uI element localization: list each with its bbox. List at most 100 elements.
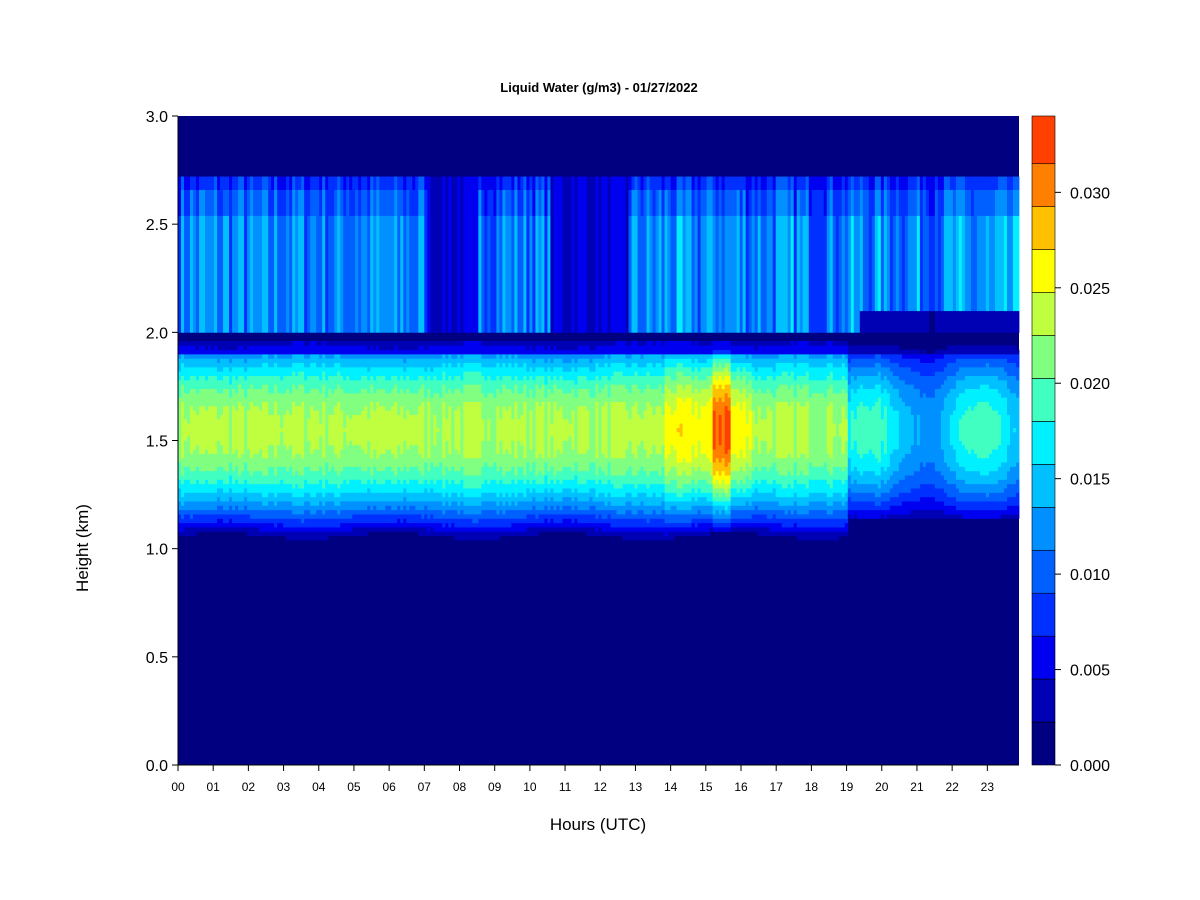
heatmap-cell <box>475 522 479 528</box>
heatmap-cell <box>808 479 813 493</box>
heatmap-cell <box>523 401 527 459</box>
heatmap-cell <box>748 488 753 498</box>
heatmap-cell <box>580 522 584 528</box>
heatmap-cell <box>583 522 587 528</box>
heatmap-cell <box>190 375 194 389</box>
heatmap-cell <box>724 392 729 407</box>
heatmap-cell <box>526 479 530 489</box>
heatmap-cell <box>883 366 888 376</box>
heatmap-cell <box>730 496 735 506</box>
heatmap-cell <box>286 388 290 411</box>
heatmap-cell <box>877 384 882 398</box>
heatmap-cell <box>223 375 227 389</box>
heatmap-cell <box>925 310 930 333</box>
heatmap-cell <box>292 340 296 355</box>
heatmap-cell <box>178 501 182 511</box>
heatmap-cell <box>790 215 795 333</box>
heatmap-cell <box>208 340 212 346</box>
heatmap-cell <box>970 353 975 359</box>
heatmap-cell <box>220 353 224 359</box>
heatmap-cell <box>295 518 299 528</box>
heatmap-cell <box>373 501 377 506</box>
heatmap-cell <box>859 189 864 216</box>
heatmap-cell <box>178 488 182 502</box>
heatmap-cell <box>238 366 242 376</box>
heatmap-cell <box>250 366 254 376</box>
heatmap-cell <box>715 388 720 402</box>
heatmap-cell <box>466 488 470 498</box>
heatmap-cell <box>670 358 674 368</box>
heatmap-cell <box>868 470 873 485</box>
heatmap-cell <box>634 527 638 532</box>
heatmap-cell <box>217 176 221 190</box>
heatmap-cell <box>793 176 798 216</box>
heatmap-cell <box>721 353 726 359</box>
heatmap-cell <box>514 483 518 498</box>
heatmap-cell <box>889 405 894 454</box>
heatmap-cell <box>211 470 215 485</box>
heatmap-cell <box>244 362 248 372</box>
heatmap-cell <box>448 527 452 532</box>
heatmap-cell <box>226 483 230 493</box>
heatmap-cell <box>283 366 287 376</box>
heatmap-cell <box>631 189 635 216</box>
heatmap-cell <box>865 189 870 312</box>
heatmap-cell <box>313 388 317 411</box>
heatmap-cell <box>898 176 903 190</box>
heatmap-cell <box>568 371 572 381</box>
heatmap-cell <box>535 384 539 402</box>
heatmap-cell <box>643 505 647 515</box>
heatmap-cell <box>883 492 888 502</box>
heatmap-cell <box>979 189 984 216</box>
heatmap-cell <box>196 414 200 446</box>
heatmap-cell <box>688 531 693 537</box>
heatmap-cell <box>646 189 650 216</box>
heatmap-cell <box>709 483 714 493</box>
heatmap-cell <box>373 392 377 411</box>
heatmap-cell <box>211 483 215 493</box>
heatmap-cell <box>655 505 659 515</box>
heatmap-cell <box>304 345 308 355</box>
heatmap-cell <box>307 392 311 420</box>
heatmap-cell <box>193 522 197 528</box>
heatmap-cell <box>256 215 260 333</box>
heatmap-cell <box>268 215 272 333</box>
heatmap-cell <box>373 449 377 467</box>
heatmap-cell <box>820 340 825 346</box>
heatmap-cell <box>877 176 882 190</box>
heatmap-cell <box>208 453 212 472</box>
heatmap-cell <box>766 518 771 524</box>
heatmap-cell <box>700 176 705 190</box>
heatmap-cell <box>622 527 626 532</box>
heatmap-cell <box>277 531 281 537</box>
heatmap-cell <box>250 483 254 493</box>
heatmap-cell <box>859 492 864 502</box>
heatmap-cell <box>691 466 696 480</box>
heatmap-cell <box>391 470 395 485</box>
heatmap-cell <box>967 215 972 312</box>
heatmap-cell <box>901 479 906 493</box>
heatmap-cell <box>757 353 762 359</box>
heatmap-cell <box>781 496 786 506</box>
heatmap-cell <box>439 358 443 368</box>
heatmap-cell <box>235 527 239 532</box>
heatmap-cell <box>520 509 524 519</box>
heatmap-cell <box>523 353 527 359</box>
heatmap-cell <box>388 366 392 381</box>
heatmap-cell <box>742 388 747 402</box>
heatmap-cell <box>346 483 350 493</box>
heatmap-cell <box>934 388 939 472</box>
heatmap-cell <box>346 509 350 519</box>
heatmap-cell <box>331 518 335 528</box>
heatmap-cell <box>595 345 599 355</box>
heatmap-cell <box>706 531 711 537</box>
heatmap-cell <box>586 340 590 346</box>
heatmap-cell <box>529 189 533 216</box>
heatmap-cell <box>610 505 614 511</box>
heatmap-cell <box>307 483 311 493</box>
heatmap-cell <box>502 362 506 376</box>
heatmap-cell <box>247 388 251 411</box>
heatmap-cell <box>754 527 759 532</box>
heatmap-cell <box>658 375 662 385</box>
heatmap-cell <box>511 466 515 480</box>
